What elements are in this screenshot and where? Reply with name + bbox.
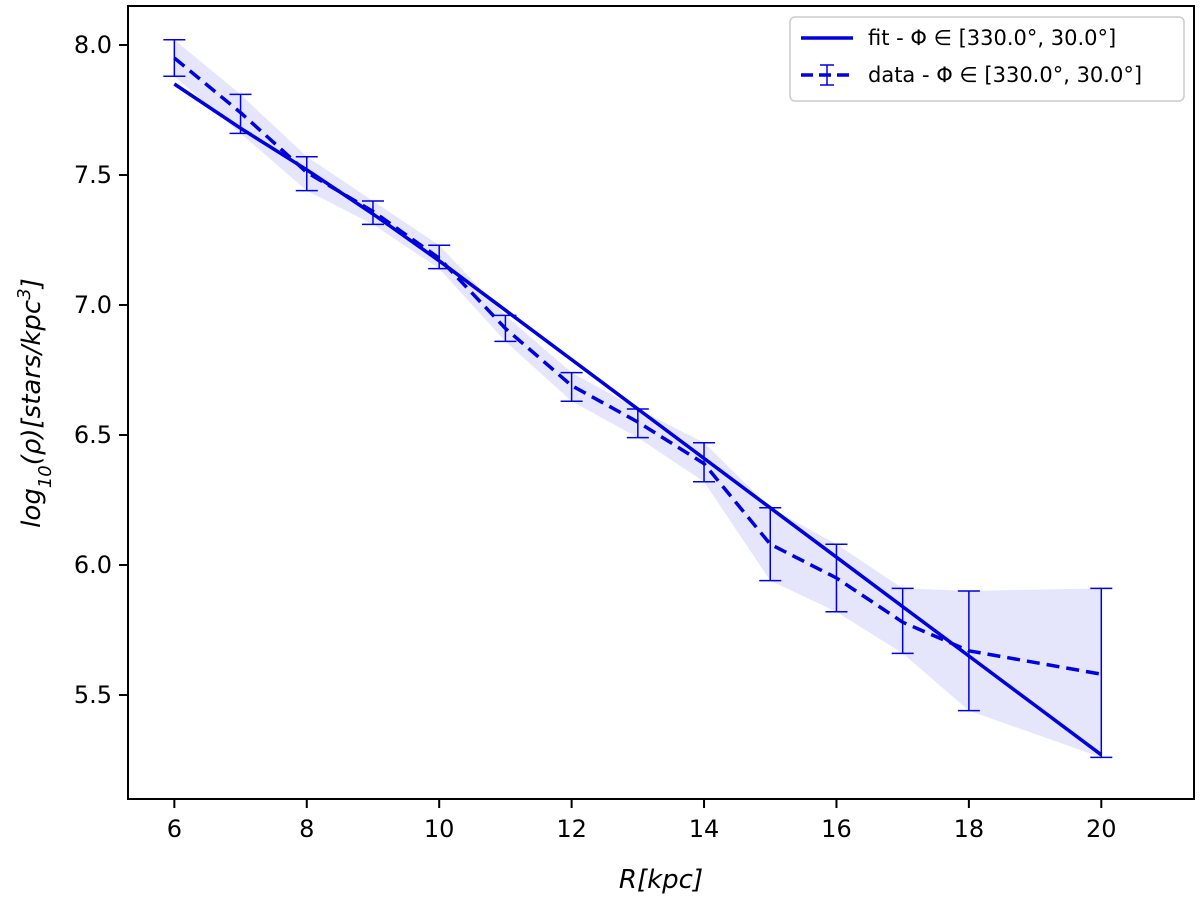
y-tick-label: 6.0 bbox=[74, 551, 112, 579]
x-axis-ticks: 6 8 10 12 14 16 18 20 bbox=[167, 799, 1117, 843]
error-bar bbox=[428, 244, 451, 270]
y-tick-label: 7.5 bbox=[74, 161, 112, 189]
y-tick-label: 5.5 bbox=[74, 681, 112, 709]
plot-area bbox=[163, 39, 1113, 759]
error-bar bbox=[1090, 587, 1113, 759]
error-bar bbox=[560, 371, 583, 402]
uncertainty-band bbox=[174, 39, 1102, 758]
error-bar bbox=[295, 156, 318, 192]
x-tick-label: 14 bbox=[689, 815, 720, 843]
error-bar bbox=[494, 314, 517, 343]
y-tick-label: 6.5 bbox=[74, 421, 112, 449]
legend-box bbox=[789, 16, 1185, 102]
error-bar bbox=[825, 543, 848, 613]
x-tick-label: 6 bbox=[167, 815, 182, 843]
error-bar bbox=[229, 93, 252, 135]
legend: fit - Φ ∈ [330.0°, 30.0°] data - Φ ∈ [33… bbox=[789, 16, 1185, 102]
x-tick-label: 12 bbox=[556, 815, 587, 843]
legend-fit-label: fit - Φ ∈ [330.0°, 30.0°] bbox=[868, 26, 1116, 50]
y-tick-label: 8.0 bbox=[74, 31, 112, 59]
error-bar bbox=[361, 200, 384, 226]
x-tick-label: 8 bbox=[299, 815, 314, 843]
x-tick-label: 10 bbox=[424, 815, 455, 843]
error-bar-layer bbox=[163, 39, 1113, 759]
y-axis-label: log10(ρ)[stars/kpc3] bbox=[14, 278, 56, 528]
y-label-end: ] bbox=[17, 278, 47, 289]
y-axis-ticks: 5.5 6.0 6.5 7.0 7.5 8.0 bbox=[74, 31, 128, 709]
error-bar bbox=[759, 507, 782, 582]
error-bar bbox=[163, 39, 186, 77]
error-band-layer bbox=[174, 39, 1102, 758]
plot-frame bbox=[127, 5, 1195, 800]
x-tick-label: 18 bbox=[954, 815, 985, 843]
x-tick-label: 16 bbox=[821, 815, 852, 843]
legend-data-swatch bbox=[801, 64, 853, 86]
error-bar bbox=[957, 590, 980, 712]
legend-data-label: data - Φ ∈ [330.0°, 30.0°] bbox=[868, 63, 1142, 87]
error-bar bbox=[626, 408, 649, 439]
x-axis-label: R[kpc] bbox=[619, 865, 703, 895]
error-bar bbox=[891, 587, 914, 655]
y-tick-label: 7.0 bbox=[74, 291, 112, 319]
x-tick-label: 20 bbox=[1086, 815, 1117, 843]
y-label-sup: 3 bbox=[14, 288, 35, 299]
y-label-mid: (ρ)[stars/kpc bbox=[17, 300, 47, 465]
series-data-line bbox=[173, 56, 1102, 676]
y-label-log: log bbox=[17, 488, 47, 528]
error-bar bbox=[693, 442, 716, 483]
y-label-sub: 10 bbox=[35, 465, 56, 488]
